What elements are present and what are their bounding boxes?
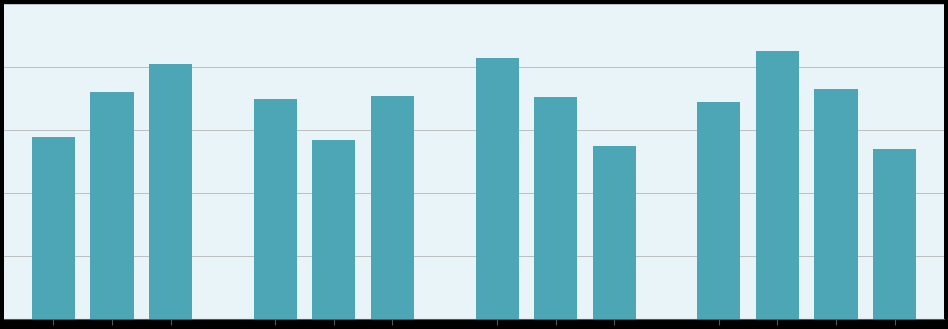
Bar — [534, 97, 577, 319]
Bar — [90, 92, 134, 319]
Bar — [371, 95, 414, 319]
Bar — [873, 149, 916, 319]
Bar — [32, 137, 75, 319]
Bar — [592, 146, 636, 319]
Bar — [756, 51, 799, 319]
Bar — [698, 102, 740, 319]
Bar — [149, 64, 192, 319]
Bar — [254, 99, 297, 319]
Bar — [814, 89, 858, 319]
Bar — [312, 140, 356, 319]
Bar — [476, 58, 519, 319]
